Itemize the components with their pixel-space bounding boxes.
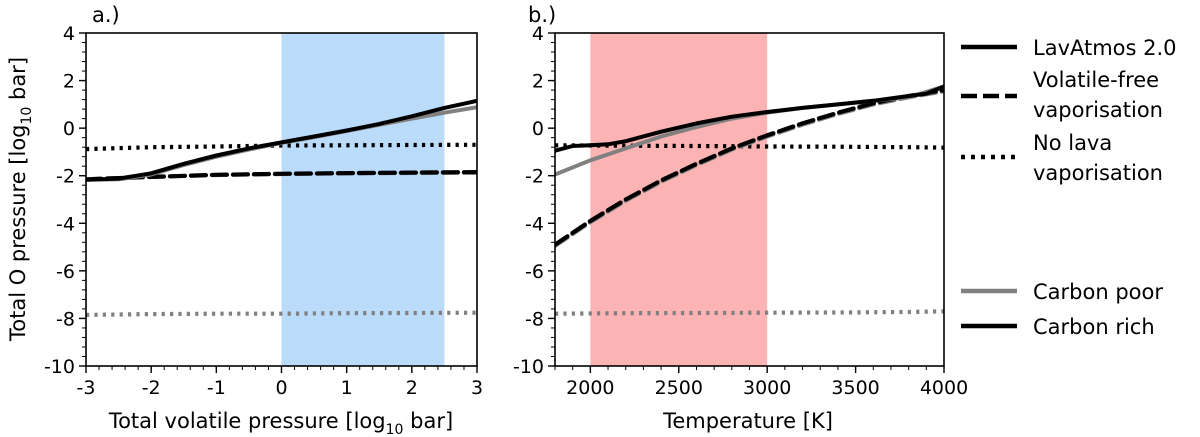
shaded-region: [281, 33, 445, 366]
x-tick-label: 3500: [831, 377, 879, 399]
legend-label: vaporisation: [1033, 98, 1163, 122]
y-tick-label: 0: [63, 118, 75, 140]
y-tick-label: 4: [532, 23, 544, 45]
y-tick-label: 2: [63, 71, 75, 93]
legend-label: Carbon poor: [1033, 280, 1163, 304]
y-tick-label: 0: [532, 118, 544, 140]
y-tick-label: -6: [525, 261, 544, 283]
y-tick-label: -2: [56, 166, 75, 188]
x-tick-label: 1: [341, 377, 353, 399]
x-tick-label: -2: [142, 377, 161, 399]
y-tick-label: -8: [525, 308, 544, 330]
panel-label: b.): [528, 3, 556, 27]
x-axis-label: Temperature [K]: [662, 409, 833, 433]
y-tick-label: -4: [525, 213, 544, 235]
series-line-dotted-carbon-poor: [86, 310, 477, 317]
series-line-dotted-carbon-poor: [555, 309, 944, 316]
y-tick-label: -10: [513, 356, 544, 378]
legend-label: LavAtmos 2.0: [1033, 36, 1177, 60]
y-tick-label: -4: [56, 213, 75, 235]
series-line-dotted-carbon-rich: [86, 142, 477, 152]
x-tick-label: 2000: [566, 377, 614, 399]
x-tick-label: 4000: [920, 377, 968, 399]
legend: LavAtmos 2.0 Volatile-free vaporisation No …: [961, 36, 1177, 339]
legend-label: Carbon rich: [1033, 315, 1155, 339]
x-tick-label: 3000: [743, 377, 791, 399]
legend-label: No lava: [1033, 131, 1112, 155]
series-line-dotted-carbon-rich: [555, 143, 944, 150]
series-line-solid-carbon-rich: [555, 84, 944, 153]
panel-b: b.) Temperature [K] 2000 2500 3000 3500 4000…: [513, 3, 968, 433]
y-axis-label: Total O pressure [log10 bar]: [6, 57, 35, 342]
x-tick-label: 3: [471, 377, 483, 399]
x-axis-label: Total volatile pressure [log10 bar]: [108, 409, 453, 437]
series-line-dashed-carbon-rich: [86, 170, 477, 182]
panel-a: a.) Total volatile pressure [log10 bar] …: [6, 3, 483, 437]
legend-label: Volatile-free: [1033, 68, 1159, 92]
x-tick-label: -1: [207, 377, 226, 399]
legend-label: vaporisation: [1033, 161, 1163, 185]
x-tick-label: 2500: [655, 377, 703, 399]
panel-label: a.): [92, 3, 120, 27]
shaded-region: [590, 33, 768, 366]
x-tick-label: 0: [275, 377, 287, 399]
y-tick-label: -8: [56, 308, 75, 330]
y-tick-label: 4: [63, 23, 75, 45]
y-tick-label: -6: [56, 261, 75, 283]
x-tick-label: 2: [406, 377, 418, 399]
y-tick-label: -10: [44, 356, 75, 378]
y-tick-label: -2: [525, 166, 544, 188]
x-tick-label: -3: [77, 377, 96, 399]
y-tick-label: 2: [532, 71, 544, 93]
series-line-solid-carbon-rich: [86, 98, 477, 182]
